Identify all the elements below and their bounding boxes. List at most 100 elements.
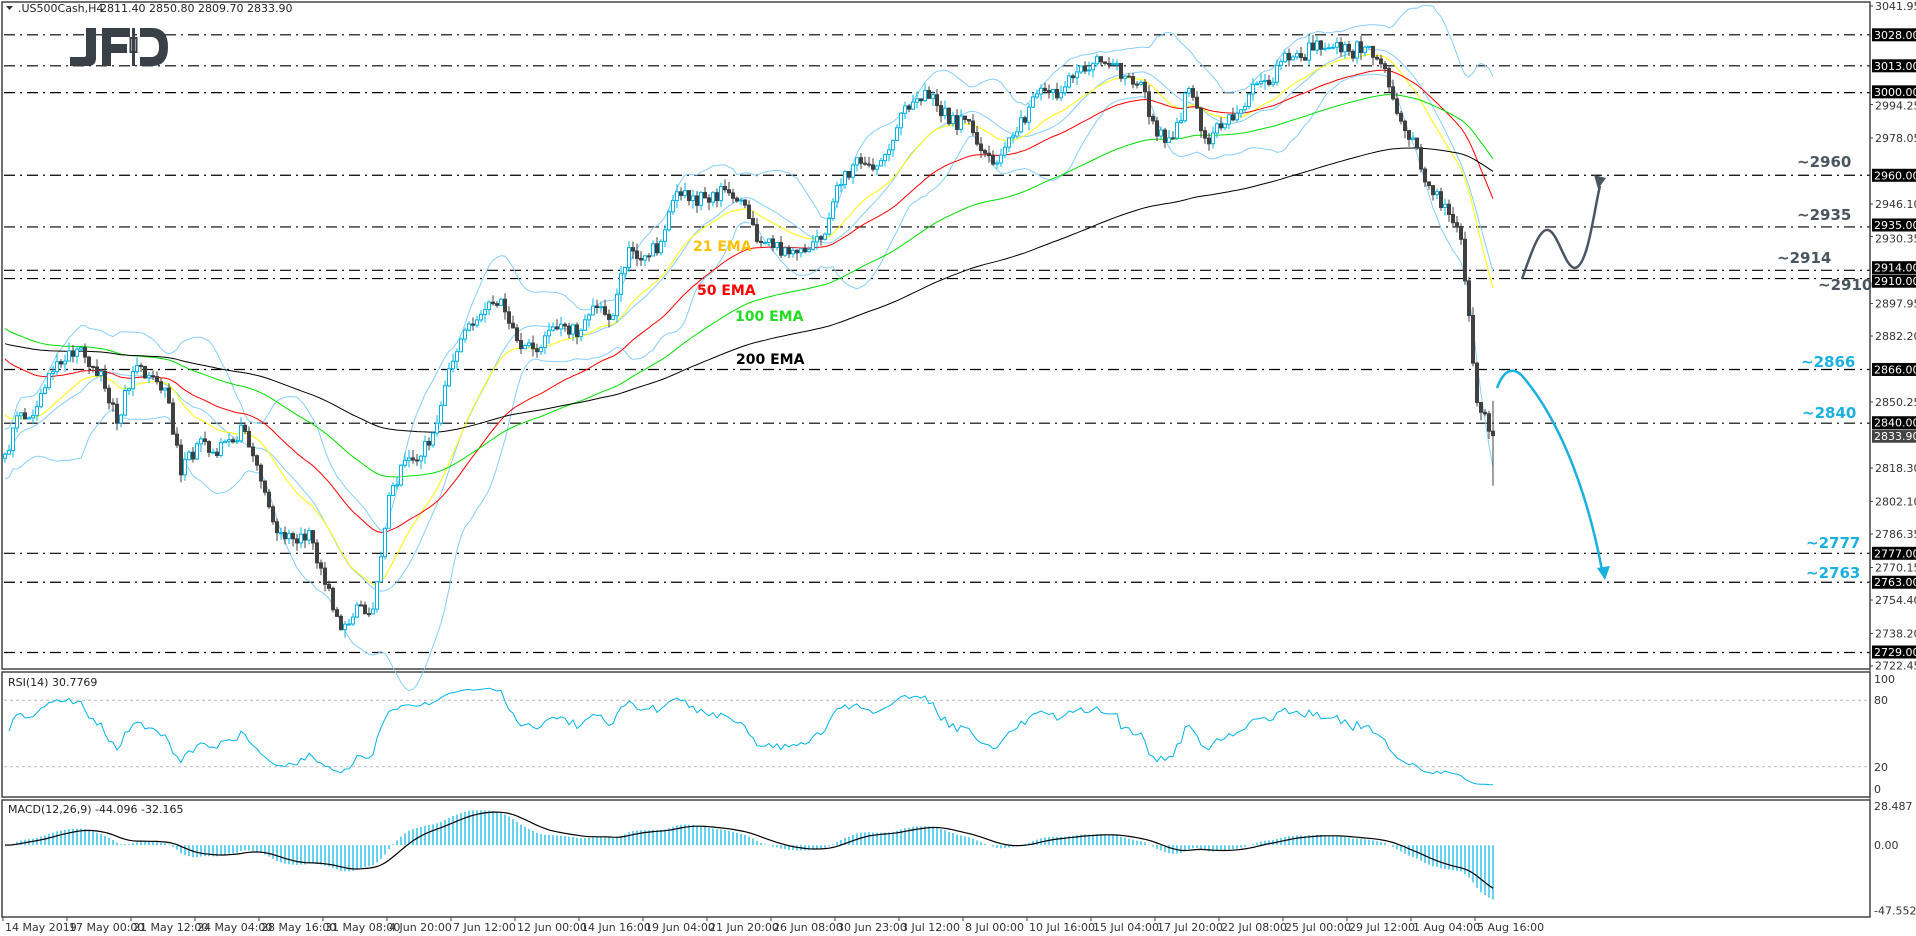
bull-candle [915,98,919,103]
bear-candle [1451,213,1455,224]
bear-candle [735,197,739,202]
bull-candle [403,459,407,466]
bull-candle [223,440,227,444]
bull-candle [1179,120,1183,123]
bear-candle [1387,68,1391,88]
bull-candle [63,360,67,365]
bear-candle [91,365,95,368]
bull-candle [1067,75,1071,88]
bull-candle [451,360,455,370]
bull-candle [431,432,435,446]
bear-candle [511,322,515,329]
bear-candle [975,132,979,145]
bull-candle [1275,64,1279,83]
bull-candle [1335,42,1339,48]
price-tick-label: 2802.10 [1875,495,1916,508]
level-price-tag [1872,168,1916,182]
level-price-label: 2935.00 [1874,219,1916,232]
bear-candle [727,189,731,194]
time-tick-label: 29 Jul 12:00 [1349,921,1415,934]
bear-candle [747,204,751,220]
bear-candle [1071,75,1075,79]
bear-candle [819,236,823,240]
time-tick-label: 21 Jun 20:00 [709,921,779,934]
bull-candle [355,604,359,618]
bear-candle [367,613,371,616]
price-tick-label: 2818.30 [1875,462,1916,475]
macd-axis-label: 28.487 [1874,800,1913,813]
bull-candle [623,266,627,275]
bull-candle [279,532,283,535]
bull-candle [1323,47,1327,50]
bear-candle [603,306,607,315]
time-tick-label: 28 May 16:00 [261,921,336,934]
dropdown-triangle-icon[interactable] [6,6,13,10]
bear-candle [1403,120,1407,132]
bull-candle [1327,47,1331,50]
bull-candle [855,157,859,166]
bear-candle [687,190,691,202]
bull-candle [775,242,779,249]
bear-candle [759,240,763,244]
bear-candle [1375,56,1379,60]
bear-candle [1319,40,1323,50]
bear-candle [323,567,327,585]
bull-candle [1295,53,1299,58]
bear-candle [167,387,171,404]
bear-candle [1171,137,1175,140]
time-tick-label: 24 May 04:00 [197,921,272,934]
bull-candle [435,422,439,434]
bear-candle [159,381,163,391]
bear-candle [1463,238,1467,282]
bear-candle [115,403,119,424]
bull-candle [343,623,347,631]
level-price-label: 2777.00 [1874,547,1916,560]
bear-candle [1371,45,1375,58]
bull-candle [135,364,139,373]
bear-candle [1083,65,1087,72]
bear-candle [979,143,983,151]
bear-candle [779,242,783,256]
bull-candle [1279,61,1283,66]
bull-candle [1027,106,1031,123]
bear-candle [175,433,179,446]
bull-candle [1003,146,1007,156]
chart-frame [1,1,1871,918]
bear-candle [1439,191,1443,208]
bull-candle [551,326,555,331]
rsi-panel-border [1,671,1871,798]
time-tick-label: 10 Jul 16:00 [1029,921,1095,934]
bull-candle [591,305,595,316]
bear-candle [967,119,971,122]
bull-candle [1343,44,1347,53]
bull-candle [3,453,7,459]
bear-candle [303,533,307,541]
bear-candle [1287,52,1291,61]
bull-candle [67,350,71,362]
bear-candle [179,444,183,476]
bull-candle [719,186,723,202]
bull-candle [1307,42,1311,61]
time-tick-label: 7 Jun 12:00 [453,921,516,934]
bear-candle [411,457,415,461]
bull-candle [195,443,199,460]
ema-100-line [4,94,1494,478]
time-tick-label: 4 Jun 20:00 [389,921,452,934]
level-annotation: ~2910 [1818,276,1872,294]
bull-candle [1411,137,1415,140]
bull-candle [699,191,703,206]
bear-candle [723,186,727,191]
bull-candle [823,233,827,240]
macd-axis-label: -47.552 [1874,905,1916,918]
level-annotation: ~2777 [1806,534,1860,552]
bull-candle [835,185,839,203]
bear-candle [1475,362,1479,404]
bear-candle [1379,58,1383,65]
bull-candle [619,273,623,295]
bull-candle [663,229,667,242]
bull-candle [371,608,375,615]
bear-candle [1267,79,1271,85]
bear-candle [263,480,267,493]
price-tick-label: 2882.20 [1875,330,1916,343]
